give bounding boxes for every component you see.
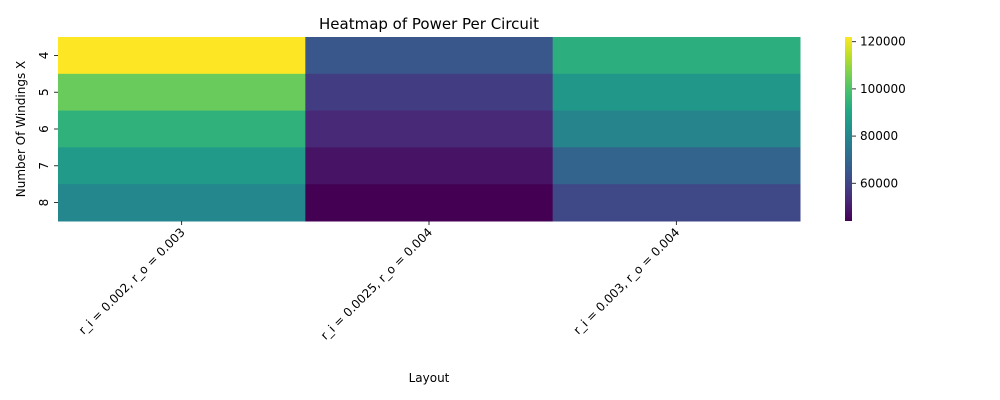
colorbar: 60000 80000 100000 120000 bbox=[845, 35, 906, 221]
colorbar-ticks: 60000 80000 100000 120000 bbox=[852, 35, 906, 190]
y-tick-label: 8 bbox=[37, 199, 51, 207]
heatmap-cell bbox=[552, 110, 801, 148]
y-axis-label: Number Of Windings X bbox=[14, 61, 28, 198]
x-tick-label: r_i = 0.002, r_o = 0.003 bbox=[76, 225, 188, 337]
heatmap-cell bbox=[552, 184, 801, 222]
heatmap-cell bbox=[58, 73, 306, 112]
y-tick-label: 5 bbox=[37, 88, 51, 96]
y-tick-label: 4 bbox=[37, 52, 51, 60]
colorbar-tick-label: 120000 bbox=[860, 35, 906, 49]
x-axis-label: Layout bbox=[409, 371, 450, 385]
heatmap-cell bbox=[58, 110, 306, 148]
heatmap-cell bbox=[305, 73, 554, 112]
colorbar-tick-label: 80000 bbox=[860, 129, 898, 143]
x-axis-ticks: r_i = 0.002, r_o = 0.003 r_i = 0.0025, r_… bbox=[76, 221, 683, 343]
x-tick-label: r_i = 0.0025, r_o = 0.004 bbox=[318, 225, 435, 342]
heatmap-cell bbox=[58, 147, 306, 185]
heatmap-cell bbox=[305, 110, 554, 148]
heatmap-cell bbox=[58, 37, 306, 75]
heatmap-cell bbox=[305, 184, 554, 222]
y-axis-ticks: 4 5 6 7 8 bbox=[37, 52, 58, 207]
heatmap-cells bbox=[58, 37, 801, 222]
x-tick-label: r_i = 0.003, r_o = 0.004 bbox=[571, 225, 683, 337]
y-tick-label: 7 bbox=[37, 162, 51, 170]
heatmap-cell bbox=[58, 184, 306, 222]
heatmap-cell bbox=[305, 147, 554, 185]
colorbar-gradient bbox=[845, 37, 852, 221]
heatmap-cell bbox=[305, 37, 554, 75]
chart-title: Heatmap of Power Per Circuit bbox=[319, 15, 539, 33]
heatmap-cell bbox=[552, 37, 801, 75]
y-tick-label: 6 bbox=[37, 125, 51, 133]
colorbar-tick-label: 60000 bbox=[860, 176, 898, 190]
heatmap-cell bbox=[552, 73, 801, 112]
heatmap-cell bbox=[552, 147, 801, 185]
colorbar-tick-label: 100000 bbox=[860, 82, 906, 96]
